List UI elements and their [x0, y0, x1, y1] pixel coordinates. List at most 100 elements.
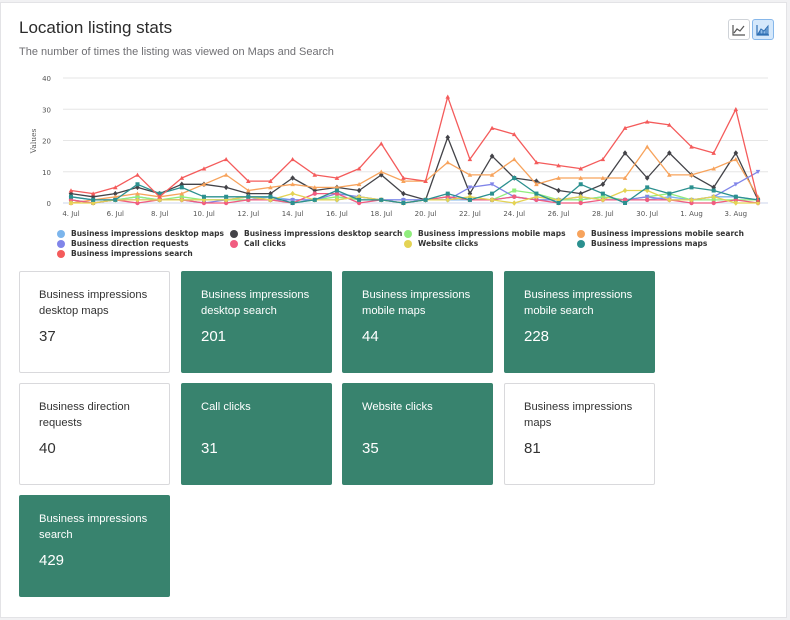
x-tick-label: 1. Aug — [680, 210, 703, 218]
data-point — [223, 200, 229, 206]
data-point — [245, 178, 251, 184]
data-point — [689, 172, 694, 177]
series-line — [70, 177, 759, 204]
data-point — [312, 187, 318, 194]
data-point — [512, 188, 517, 193]
data-point — [401, 190, 406, 197]
legend-label: Website clicks — [418, 239, 479, 248]
stat-card[interactable]: Business impressions maps 81 — [504, 383, 655, 485]
y-tick-label: 0 — [47, 200, 51, 208]
data-point — [578, 194, 584, 200]
data-point — [733, 194, 738, 199]
data-point — [511, 156, 517, 162]
data-point — [489, 182, 495, 187]
data-point — [644, 119, 650, 124]
x-tick-label: 20. Jul — [415, 210, 437, 218]
stat-card-value: 44 — [362, 328, 379, 345]
data-point — [512, 194, 517, 199]
stat-card[interactable]: Business impressions desktop maps 37 — [19, 271, 170, 373]
legend-item[interactable]: Website clicks — [404, 239, 478, 248]
data-point — [246, 197, 251, 203]
data-point — [489, 153, 495, 159]
stat-card[interactable]: Call clicks 31 — [181, 383, 332, 485]
legend-item[interactable]: Business impressions desktop maps — [57, 229, 224, 238]
data-point — [445, 197, 451, 203]
data-point — [223, 172, 229, 177]
x-tick-label: 26. Jul — [548, 210, 570, 218]
data-point — [467, 185, 473, 190]
data-point — [68, 188, 74, 193]
data-point — [245, 190, 251, 197]
data-point — [312, 191, 317, 196]
data-point — [689, 185, 694, 190]
legend-item[interactable]: Business impressions mobile maps — [404, 229, 566, 238]
data-point — [578, 197, 583, 202]
stat-card-label: Business impressions search — [39, 513, 148, 541]
x-tick-label: 6. Jul — [107, 210, 124, 218]
data-point — [711, 166, 716, 171]
page-title: Location listing stats — [19, 18, 173, 37]
x-tick-label: 14. Jul — [282, 210, 304, 218]
stat-card-label: Business direction requests — [39, 401, 130, 429]
stat-card-value: 40 — [39, 440, 56, 457]
data-point — [290, 181, 295, 187]
data-point — [733, 182, 739, 187]
data-point — [534, 160, 539, 165]
data-point — [644, 144, 650, 149]
legend-label: Business impressions desktop search — [244, 229, 403, 238]
legend-item[interactable]: Business impressions search — [57, 249, 193, 258]
data-point — [733, 156, 739, 162]
data-point — [135, 172, 140, 177]
data-point — [246, 194, 251, 199]
data-point — [135, 182, 140, 187]
legend-item[interactable]: Business impressions desktop search — [230, 229, 402, 238]
data-point — [733, 106, 739, 112]
stat-card[interactable]: Business impressions desktop search 201 — [181, 271, 332, 373]
data-point — [90, 194, 96, 200]
data-point — [667, 197, 672, 203]
data-point — [90, 191, 96, 196]
data-point — [467, 194, 473, 200]
data-point — [711, 188, 716, 193]
data-point — [135, 184, 140, 191]
stat-card[interactable]: Website clicks 35 — [342, 383, 493, 485]
data-point — [379, 197, 384, 202]
data-point — [334, 185, 340, 190]
legend-marker — [230, 229, 238, 238]
stat-card-label: Business impressions desktop search — [201, 289, 310, 317]
line-chart-button[interactable] — [728, 19, 750, 40]
legend-label: Business impressions maps — [591, 239, 708, 248]
stat-card-label: Business impressions mobile search — [524, 289, 633, 317]
stat-card[interactable]: Business impressions search 429 — [19, 495, 170, 597]
stat-card-value: 31 — [201, 440, 218, 457]
legend-item[interactable]: Call clicks — [230, 239, 286, 248]
data-point — [512, 176, 517, 180]
stat-card-value: 429 — [39, 552, 65, 569]
stat-card[interactable]: Business direction requests 40 — [19, 383, 170, 485]
data-point — [113, 197, 118, 202]
y-tick-label: 10 — [42, 169, 51, 177]
x-tick-label: 16. Jul — [326, 210, 348, 218]
data-point — [290, 156, 295, 162]
legend-marker — [57, 229, 65, 238]
series-line — [70, 96, 759, 201]
data-point — [245, 188, 251, 193]
data-point — [489, 172, 495, 177]
data-point — [135, 200, 140, 206]
legend-item[interactable]: Business impressions maps — [577, 239, 707, 248]
legend-item[interactable]: Business direction requests — [57, 239, 189, 248]
data-point — [157, 197, 162, 203]
stat-card[interactable]: Business impressions mobile search 228 — [504, 271, 655, 373]
y-tick-label: 20 — [42, 138, 51, 146]
series-line — [70, 136, 759, 201]
data-point — [378, 169, 384, 174]
legend-item[interactable]: Business impressions mobile search — [577, 229, 744, 238]
area-chart-button[interactable] — [752, 19, 774, 40]
data-point — [600, 194, 605, 199]
data-point — [467, 172, 473, 177]
data-point — [290, 190, 295, 197]
x-tick-label: 4. Jul — [62, 210, 79, 218]
data-point — [378, 141, 384, 146]
legend-label: Business impressions mobile search — [591, 229, 744, 238]
stat-card[interactable]: Business impressions mobile maps 44 — [342, 271, 493, 373]
